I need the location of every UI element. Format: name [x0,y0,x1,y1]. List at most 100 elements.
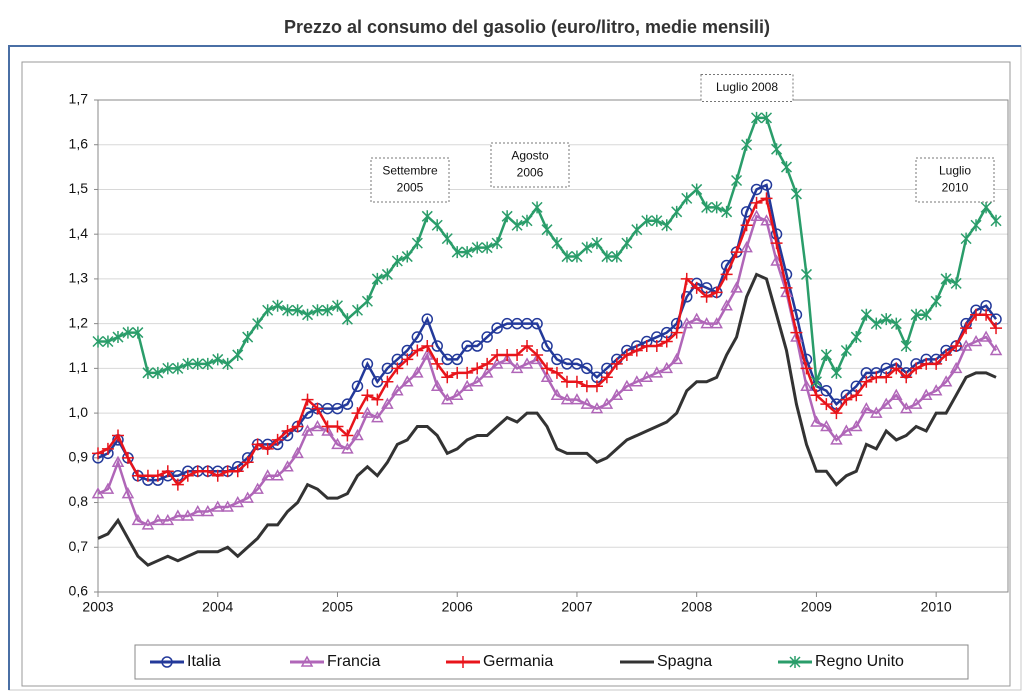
marker [640,370,654,383]
marker [460,379,474,392]
marker [431,357,444,370]
marker [132,326,144,339]
series-line [97,214,998,527]
x-tick-label: 2008 [681,599,712,615]
marker [581,362,593,375]
marker [251,438,264,451]
marker [231,496,245,508]
marker [271,469,284,481]
marker [152,366,164,379]
marker [800,379,813,392]
marker [491,322,503,334]
marker [720,268,733,281]
annotation-box [700,74,794,102]
y-tick-label: 1,7 [69,91,89,107]
marker [840,344,852,357]
marker [680,272,693,285]
marker [601,250,613,263]
marker [650,366,664,378]
marker [102,335,114,348]
marker [850,419,863,432]
marker [890,317,902,330]
marker [211,500,225,512]
marker [630,375,644,387]
marker [671,205,683,218]
marker [701,201,713,214]
marker [571,250,583,263]
marker [221,500,234,512]
marker [680,291,693,303]
legend-label: Regno Unito [815,653,904,670]
marker [151,513,165,526]
marker [990,214,1002,227]
marker [221,465,234,478]
marker [790,187,802,200]
marker [770,237,783,250]
marker [860,402,873,414]
marker [430,379,444,392]
marker [181,469,194,482]
marker [850,389,863,402]
marker [511,348,524,361]
marker [322,304,334,317]
marker [611,250,623,263]
marker [670,326,683,339]
marker [680,317,694,329]
x-tick-label: 2006 [442,599,473,615]
marker [142,366,154,379]
y-tick-label: 1,6 [69,135,89,151]
legend-label: Spagna [657,653,712,670]
marker [231,465,244,478]
marker [381,397,394,409]
marker [970,308,983,321]
marker [242,331,254,344]
marker [750,209,763,222]
marker [480,366,494,378]
marker [92,447,104,460]
marker [910,362,923,375]
marker [610,388,624,400]
marker [481,331,493,343]
marker [171,478,184,491]
marker [261,469,274,481]
marker [520,357,534,369]
marker [261,442,274,455]
marker [441,371,454,384]
marker [191,504,205,517]
marker [291,446,304,459]
marker [920,308,932,321]
marker [421,313,434,325]
marker [810,375,822,388]
marker [630,344,643,357]
marker [341,313,353,326]
marker [361,389,374,402]
marker [770,254,783,266]
marker [511,219,523,232]
marker [870,406,883,418]
marker [591,237,603,250]
marker [321,424,334,436]
marker [341,429,354,442]
marker [411,366,424,378]
marker [510,361,524,374]
y-tick-label: 1,4 [69,225,89,241]
marker [660,335,673,348]
marker [570,393,584,405]
marker [282,304,294,317]
marker [161,513,175,526]
marker [631,223,643,236]
legend-label: Francia [327,653,380,670]
marker [700,317,713,329]
marker [731,174,743,187]
marker [531,201,543,214]
marker [161,656,173,668]
marker [371,411,384,423]
plot-frame [21,61,1011,687]
marker [501,210,513,223]
marker [361,406,374,418]
marker [560,393,574,405]
marker [711,201,723,214]
marker [291,420,304,433]
marker [820,419,833,432]
annotation-text: 2006 [517,166,544,180]
